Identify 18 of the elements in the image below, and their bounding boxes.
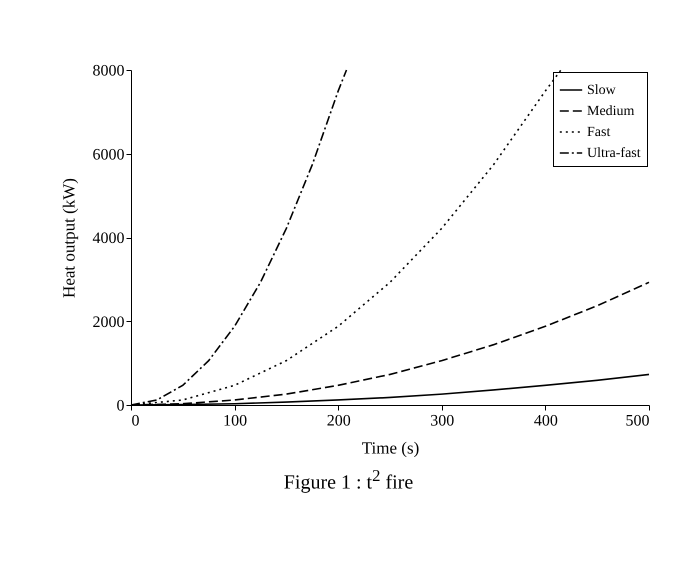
x-tick-label: 0 <box>132 412 140 430</box>
x-tick-label: 500 <box>626 412 650 430</box>
legend-label: Medium <box>587 104 635 119</box>
x-tick-label: 400 <box>534 412 558 430</box>
text: Figure 1 : t$^{2}$ fire <box>282 466 414 495</box>
x-tick-label: 100 <box>223 412 248 430</box>
legend-label: Slow <box>587 83 617 98</box>
x-tick-label: 200 <box>326 412 351 430</box>
x-axis-title: Time (s) <box>362 438 420 458</box>
y-tick-label: 2000 <box>92 314 124 331</box>
x-tick-label: 300 <box>430 412 454 430</box>
y-tick-label: 4000 <box>92 230 124 247</box>
y-tick-label: 6000 <box>92 146 124 164</box>
y-axis-title: Heat output (kW) <box>60 178 78 298</box>
y-tick-label: 0 <box>116 398 124 414</box>
y-tick-label: 8000 <box>92 62 124 80</box>
legend-label: Ultra-fast <box>587 146 641 161</box>
legend-label: Fast <box>587 125 610 140</box>
